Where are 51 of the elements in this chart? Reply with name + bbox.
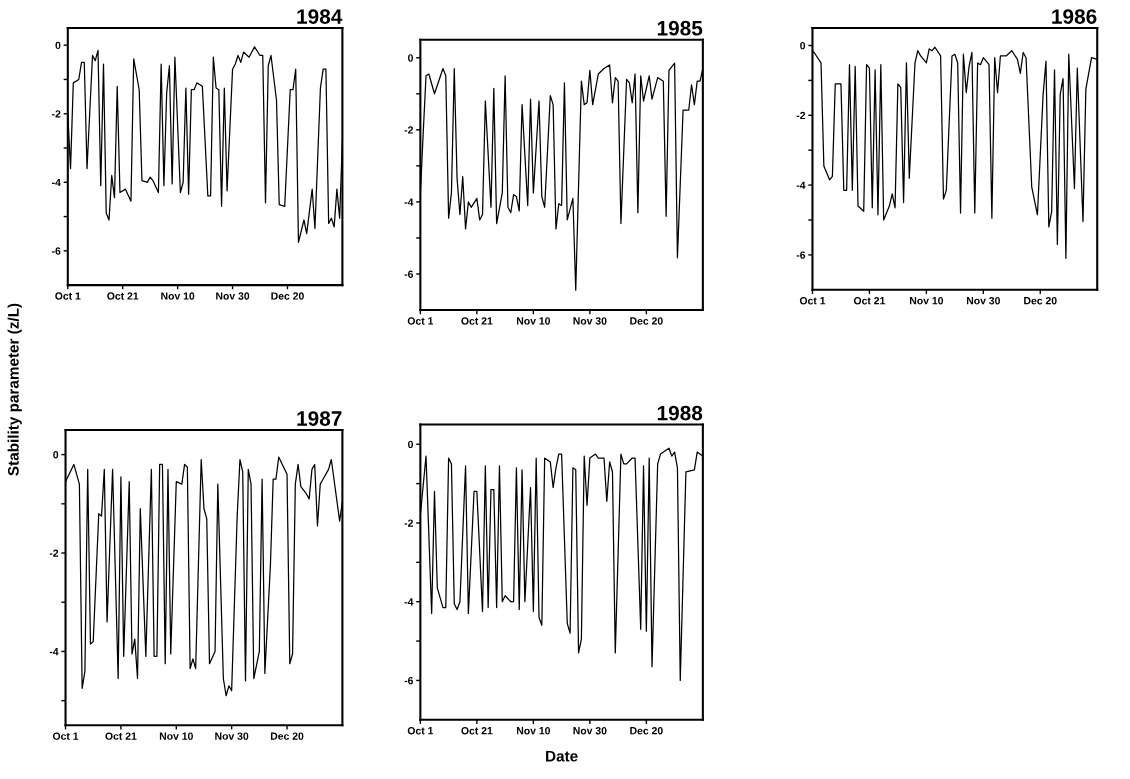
chart-title: 1988 [657,405,703,421]
x-tick-label: Nov 10 [516,317,551,325]
x-tick-label: Nov 10 [161,292,195,300]
chart-title: 1986 [1052,9,1097,24]
y-tick-label: -6 [404,676,414,685]
x-tick-label: Dec 20 [1024,297,1057,305]
x-axis-title: Date [546,750,578,762]
x-tick-label: Dec 20 [270,732,304,740]
x-tick-label: Dec 20 [630,317,663,325]
x-tick-label: Nov 10 [909,297,944,305]
x-tick-label: Nov 30 [966,297,1000,305]
y-tick-label: -6 [52,247,61,255]
x-tick-label: Oct 1 [52,732,79,740]
y-tick-label: -4 [52,178,61,187]
x-tick-label: Oct 21 [105,732,137,740]
x-tick-label: Nov 30 [573,317,607,325]
y-tick-label: -4 [404,198,414,206]
x-tick-label: Nov 30 [215,732,249,740]
y-tick-label: 0 [800,41,806,50]
x-tick-label: Nov 30 [573,727,607,735]
y-tick-label: 0 [55,41,61,50]
y-axis-title: Stability parameter (z/L) [7,303,22,476]
y-tick-label: -2 [404,519,413,527]
y-tick-label: -4 [404,598,414,606]
x-tick-label: Dec 20 [271,292,304,300]
x-tick-label: Oct 21 [107,292,139,300]
y-tick-label: -2 [52,110,61,118]
x-tick-label: Oct 1 [799,297,826,305]
y-tick-label: 0 [408,54,413,62]
y-tick-label: -2 [796,111,806,120]
x-tick-label: Oct 21 [461,727,493,735]
y-tick-label: -4 [796,181,806,189]
x-tick-label: Oct 21 [461,317,493,325]
y-tick-label: 0 [53,451,59,459]
x-tick-label: Oct 1 [55,292,81,300]
y-tick-label: -2 [49,549,59,557]
chart-title: 1987 [297,411,342,426]
y-tick-label: 0 [408,440,413,449]
x-tick-label: Nov 30 [216,292,250,300]
x-tick-label: Oct 1 [407,317,434,325]
x-tick-label: Nov 10 [159,732,193,740]
y-tick-label: -4 [49,648,59,656]
x-tick-label: Oct 21 [853,297,886,305]
y-tick-label: -6 [404,270,414,278]
y-tick-label: -6 [796,251,806,259]
x-tick-label: Nov 10 [516,727,551,735]
chart-title: 1984 [297,9,343,24]
x-tick-label: Oct 1 [407,727,434,735]
x-tick-label: Dec 20 [630,727,663,735]
y-tick-label: -2 [404,126,413,134]
chart-title: 1985 [657,20,703,36]
